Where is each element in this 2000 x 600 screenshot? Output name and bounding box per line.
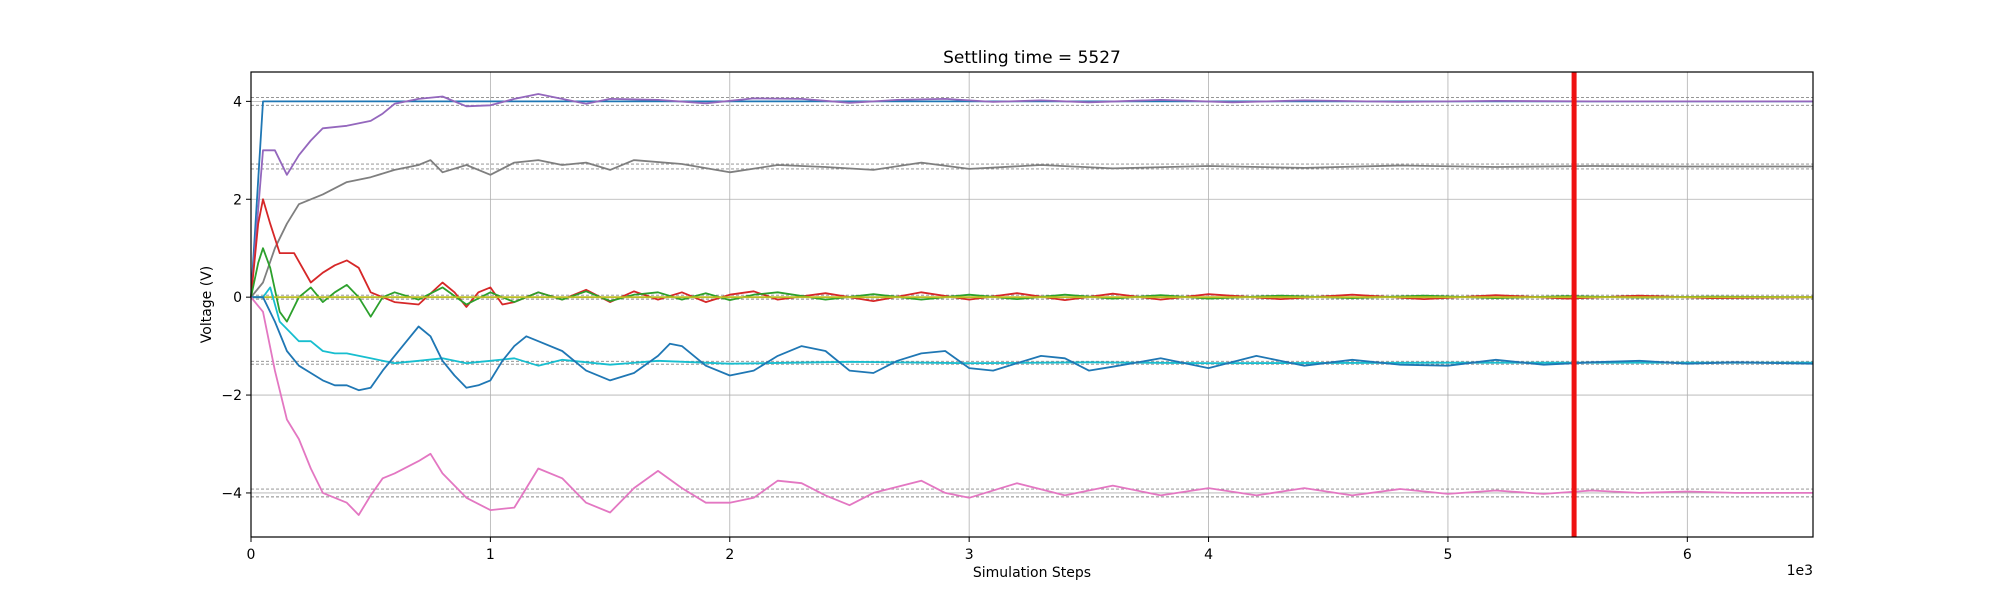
series-line-9: [250, 296, 1813, 516]
series-line-7: [251, 286, 1813, 367]
x-tick-label: 0: [247, 547, 256, 563]
chart-title: Settling time = 5527: [943, 48, 1121, 68]
y-tick-label: 4: [233, 94, 242, 110]
x-tick-label: 5: [1443, 547, 1452, 563]
grid: [250, 72, 1813, 537]
x-tick-label: 1: [486, 547, 495, 563]
y-tick-label: −2: [221, 388, 242, 404]
x-tick-label: 4: [1204, 547, 1213, 563]
y-axis-label: Voltage (V): [199, 266, 215, 343]
series-line-2: [250, 93, 1813, 298]
series-line-8: [251, 296, 1814, 392]
x-tick-label: 6: [1683, 547, 1692, 563]
y-tick-label: 2: [233, 192, 242, 208]
series-line-3: [250, 159, 1813, 298]
axis-ticks: 0 1 2 3 4 5 6 −4 −2 0 2 4: [221, 94, 1692, 563]
y-tick-label: 0: [233, 290, 242, 306]
series-line-5: [250, 247, 1814, 323]
series-line-4: [250, 198, 1814, 308]
plot-frame: [250, 71, 1814, 538]
x-axis-label: Simulation Steps: [973, 565, 1091, 581]
x-axis-offset-text: 1e3: [1787, 563, 1813, 579]
x-tick-label: 2: [725, 547, 734, 563]
y-tick-label: −4: [221, 486, 242, 502]
x-tick-label: 3: [965, 547, 974, 563]
series-lines: [250, 93, 1814, 516]
